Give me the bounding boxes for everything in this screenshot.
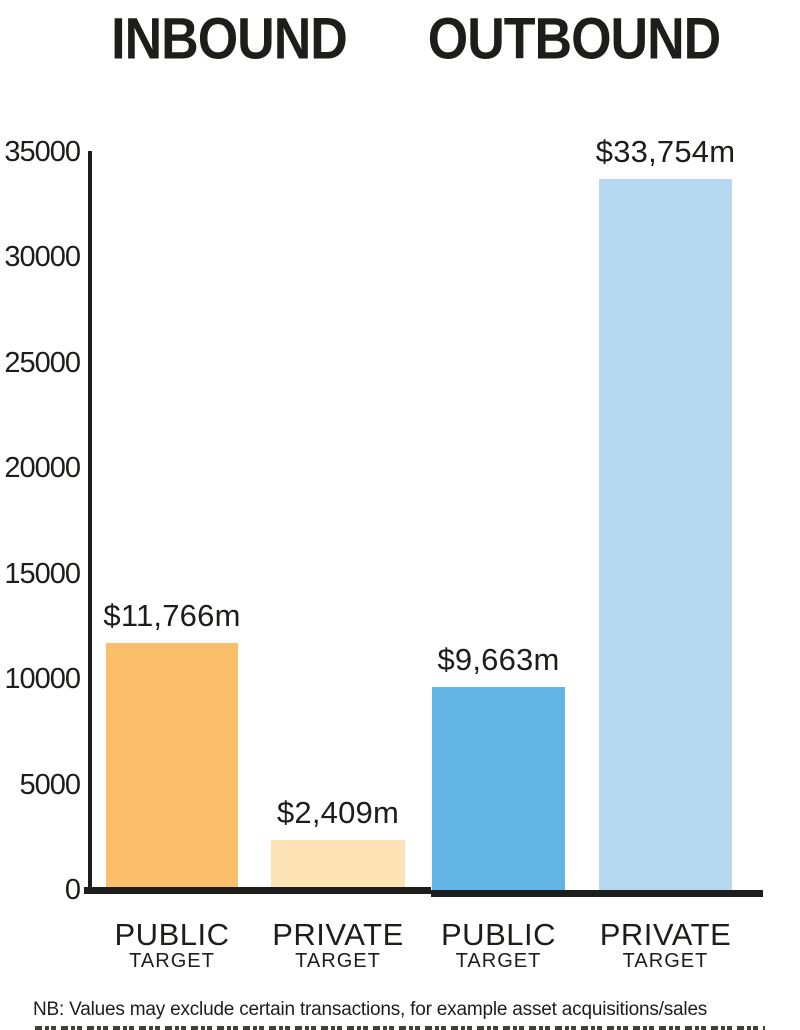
y-tick-label: 15000 [4, 557, 81, 590]
x-baseline [431, 890, 763, 897]
y-tick-label: 35000 [4, 136, 81, 168]
y-tick-label: 25000 [4, 346, 81, 379]
bar [599, 179, 732, 891]
bar-value-label: $9,663m [437, 642, 560, 677]
y-tick-label: 10000 [4, 663, 81, 696]
x-category-sublabel: TARGET [295, 950, 381, 972]
x-category-sublabel: TARGET [455, 950, 542, 972]
x-category-label: PUBLIC [441, 917, 556, 952]
y-tick-label: 0 [64, 874, 81, 906]
x-category-label: PRIVATE [272, 917, 404, 952]
bar-value-label: $33,754m [595, 134, 736, 169]
x-category-sublabel: TARGET [622, 950, 709, 972]
y-tick-label: 5000 [19, 768, 81, 801]
bar-value-label: $2,409m [276, 795, 400, 830]
y-tick-label: 20000 [4, 452, 81, 485]
bar [106, 643, 238, 891]
title-outbound: OUTBOUND [427, 7, 721, 73]
footnote: NB: Values may exclude certain transacti… [33, 999, 708, 1020]
y-tick-label: 30000 [4, 241, 81, 274]
x-category-label: PRIVATE [599, 917, 732, 952]
bar [432, 687, 565, 891]
y-axis-line [88, 151, 92, 894]
bar-value-label: $11,766m [103, 598, 241, 633]
x-category-sublabel: TARGET [129, 950, 215, 972]
bar [271, 840, 405, 891]
title-inbound: INBOUND [111, 7, 348, 73]
clipped-text-artifact [35, 1026, 765, 1030]
x-category-label: PUBLIC [114, 917, 230, 952]
x-baseline [84, 887, 431, 894]
